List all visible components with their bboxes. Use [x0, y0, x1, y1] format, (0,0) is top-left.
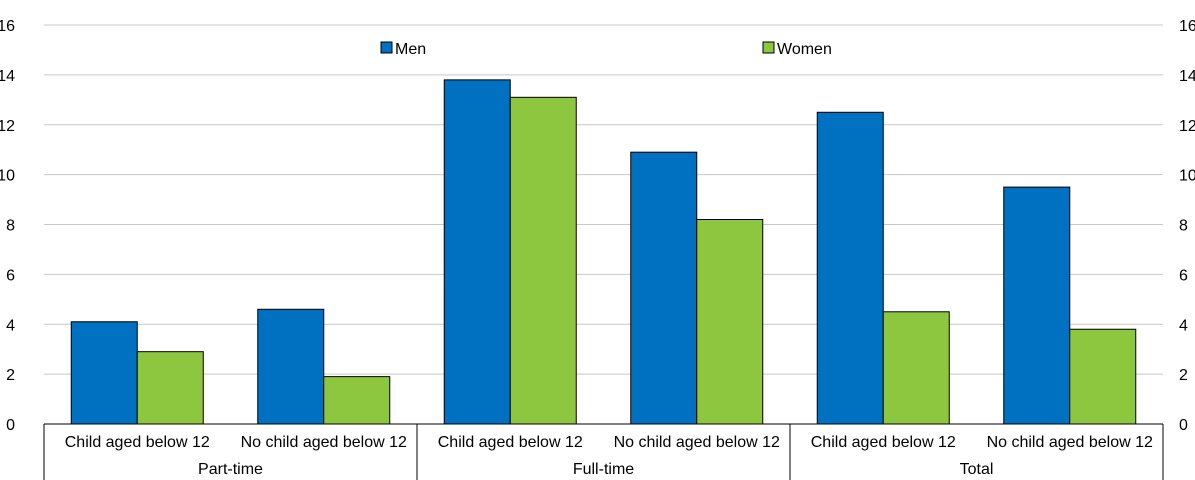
- legend-label-men: Men: [395, 41, 426, 58]
- y-tick-label-right: 10: [1179, 168, 1195, 185]
- category-label: Child aged below 12: [65, 434, 210, 451]
- category-label: No child aged below 12: [241, 434, 407, 451]
- bar-men-3: [630, 151, 698, 425]
- y-tick-label-left: 16: [0, 18, 15, 35]
- bars: [70, 79, 1137, 425]
- y-tick-label-right: 6: [1179, 267, 1188, 284]
- y-tick-label-left: 6: [6, 267, 15, 284]
- category-label: Child aged below 12: [438, 434, 583, 451]
- y-tick-label-left: 2: [6, 367, 15, 384]
- left-y-axis: 0 2 4 6 8 10 12 14 16: [0, 18, 15, 434]
- y-tick-label-left: 10: [0, 168, 15, 185]
- legend-swatch-women: [762, 41, 775, 54]
- bar-women-5: [1069, 328, 1137, 425]
- category-label: No child aged below 12: [614, 434, 780, 451]
- y-tick-label-right: 0: [1179, 417, 1188, 434]
- legend: Men Women: [380, 41, 832, 58]
- y-tick-label-left: 0: [6, 417, 15, 434]
- bar-men-5: [1003, 186, 1071, 425]
- y-tick-label-left: 14: [0, 68, 15, 85]
- bar-women-3: [696, 219, 764, 425]
- category-label: No child aged below 12: [987, 434, 1153, 451]
- y-tick-label-right: 8: [1179, 218, 1188, 235]
- bar-women-1: [323, 376, 391, 425]
- right-y-axis: 0 2 4 6 8 10 12 14 16: [1179, 18, 1195, 434]
- y-tick-label-right: 4: [1179, 317, 1188, 334]
- y-tick-label-right: 12: [1179, 118, 1195, 135]
- bar-men-2: [443, 79, 511, 425]
- y-tick-label-right: 16: [1179, 18, 1195, 35]
- legend-label-women: Women: [777, 41, 832, 58]
- category-label: Child aged below 12: [811, 434, 956, 451]
- gridlines: [44, 24, 1163, 375]
- legend-swatch-men: [380, 41, 393, 54]
- bar-men-4: [816, 111, 884, 425]
- y-tick-label-right: 2: [1179, 367, 1188, 384]
- bar-men-0: [70, 321, 138, 425]
- y-tick-label-left: 8: [6, 218, 15, 235]
- group-label: Total: [960, 461, 994, 478]
- bar-women-4: [882, 311, 950, 425]
- y-tick-label-right: 14: [1179, 68, 1195, 85]
- y-tick-label-left: 4: [6, 317, 15, 334]
- group-label: Part-time: [198, 461, 263, 478]
- bar-women-0: [136, 351, 204, 425]
- bar-men-1: [257, 308, 325, 425]
- bar-women-2: [509, 96, 577, 425]
- group-label: Full-time: [573, 461, 634, 478]
- x-axis: Child aged below 12 No child aged below 1…: [43, 423, 1164, 480]
- y-tick-label-left: 12: [0, 118, 15, 135]
